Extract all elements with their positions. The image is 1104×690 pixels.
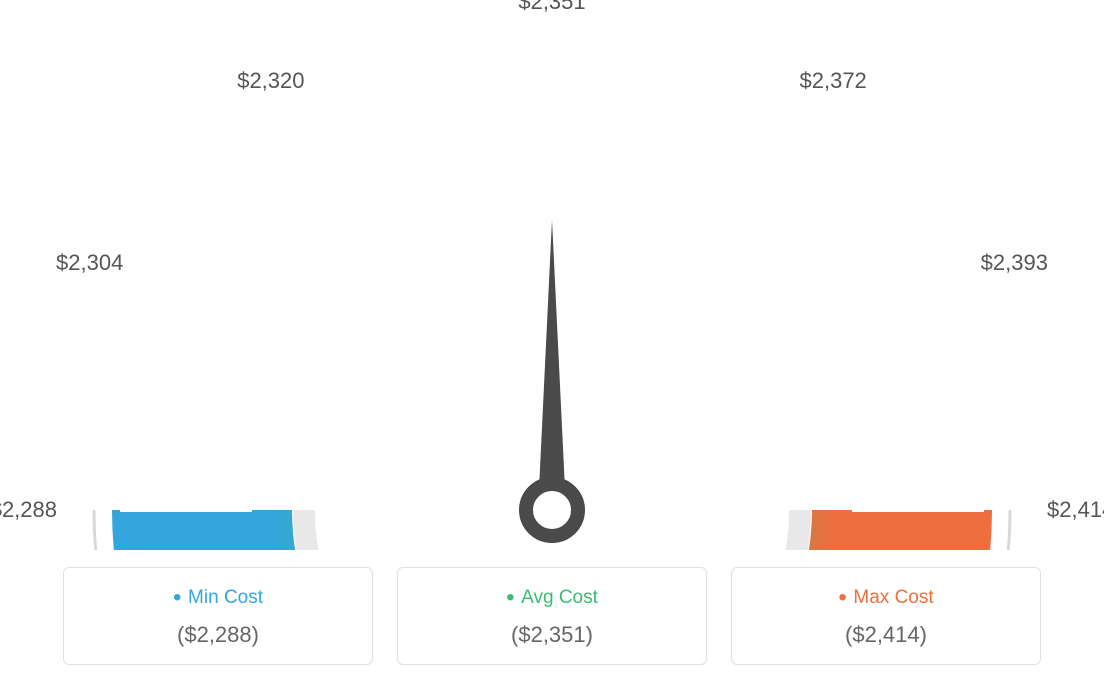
tick-label: $2,288 [0,497,57,523]
legend-avg-card: Avg Cost ($2,351) [397,567,707,665]
tick-label: $2,351 [518,0,585,15]
minor-tick [684,104,700,148]
legend-max-value: ($2,414) [732,622,1040,648]
minor-tick [127,435,173,443]
minor-tick [274,179,304,215]
major-tick [812,294,926,360]
tick-label: $2,372 [800,68,867,94]
gauge-needle [538,220,566,510]
legend-min-card: Min Cost ($2,288) [63,567,373,665]
tick-label: $2,393 [981,250,1048,276]
minor-tick [477,85,485,131]
legend-min-value: ($2,288) [64,622,372,648]
minor-tick [914,362,958,378]
legend-min-title: Min Cost [64,584,372,612]
tick-label: $2,320 [237,68,304,94]
tick-label: $2,304 [56,250,123,276]
legend-max-title: Max Cost [732,584,1040,612]
tick-label: $2,414 [1047,497,1104,523]
minor-tick [799,179,829,215]
minor-tick [847,232,883,262]
minor-tick [931,435,977,443]
major-tick [178,294,292,360]
gauge-svg [52,10,1052,550]
minor-tick [221,232,257,262]
legend-avg-value: ($2,351) [398,622,706,648]
major-tick [702,136,768,250]
minor-tick [146,362,190,378]
legend-avg-title: Avg Cost [398,584,706,612]
legend-row: Min Cost ($2,288) Avg Cost ($2,351) Max … [63,567,1041,665]
cost-gauge-chart: $2,288$2,304$2,320$2,351$2,372$2,393$2,4… [52,10,1052,550]
minor-tick [404,104,420,148]
major-tick [336,136,402,250]
needle-hub [526,484,578,536]
minor-tick [619,85,627,131]
legend-max-card: Max Cost ($2,414) [731,567,1041,665]
